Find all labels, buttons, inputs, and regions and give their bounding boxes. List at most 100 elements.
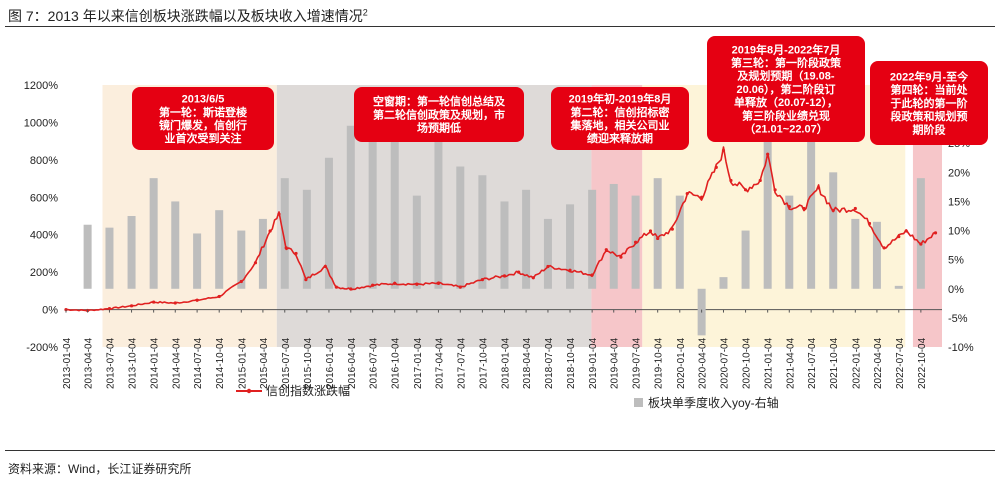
x-tick-label: 2018-10-04 xyxy=(566,337,577,389)
index-return-point xyxy=(853,206,857,211)
annotation-text-4: 第三轮：第一阶段政策 xyxy=(731,56,842,70)
left-tick-label: 800% xyxy=(30,155,58,167)
annotation-text-2: 场预期低 xyxy=(417,121,461,135)
right-tick-label: 0% xyxy=(948,284,964,296)
index-return-point xyxy=(882,246,886,250)
right-tick-label: 15% xyxy=(948,196,970,208)
revenue-yoy-bar xyxy=(258,218,267,289)
index-return-point xyxy=(371,283,375,287)
index-return-point xyxy=(284,246,288,250)
annotation-text-1: 业首次受到关注 xyxy=(165,131,242,145)
revenue-yoy-bar xyxy=(894,285,903,289)
x-tick-label: 2016-04-04 xyxy=(347,337,358,389)
revenue-yoy-bar xyxy=(653,178,662,289)
chart-area: 1200%1000%800%600%400%200%0%-200% 35%30%… xyxy=(24,36,988,410)
revenue-yoy-bar xyxy=(105,227,114,289)
revenue-yoy-bar xyxy=(302,189,311,289)
x-tick-label: 2016-10-04 xyxy=(391,337,402,389)
right-tick-label: 5% xyxy=(948,255,964,267)
index-return-point xyxy=(195,298,199,302)
index-return-point xyxy=(758,178,762,183)
x-tick-label: 2017-04-04 xyxy=(434,337,445,389)
x-tick-label: 2021-04-04 xyxy=(785,337,796,389)
revenue-yoy-bar xyxy=(609,183,618,289)
annotation-text-5: 2022年9月-至今 xyxy=(890,70,969,84)
legend-line-label: 信创指数涨跌幅 xyxy=(266,383,350,398)
revenue-yoy-bar xyxy=(456,166,465,289)
index-return-point xyxy=(933,231,938,235)
legend-bar-swatch xyxy=(634,398,643,407)
x-tick-label: 2018-07-04 xyxy=(544,337,555,389)
x-tick-label: 2022-01-04 xyxy=(851,337,862,389)
figure-title-superscript: 2 xyxy=(362,7,368,18)
index-return-point xyxy=(517,270,521,274)
annotation-text-4: 2019年8月-2022年7月 xyxy=(732,42,841,56)
index-return-point xyxy=(253,261,258,265)
index-return-point xyxy=(721,148,726,153)
index-return-point xyxy=(323,264,327,269)
index-return-point xyxy=(604,248,608,252)
legend-bar-label: 板块单季度收入yoy-右轴 xyxy=(648,395,779,410)
revenue-yoy-bar xyxy=(280,178,289,289)
index-return-point xyxy=(670,227,674,231)
revenue-yoy-bar xyxy=(390,134,399,289)
index-return-point xyxy=(743,188,748,192)
revenue-yoy-bar xyxy=(127,216,136,289)
annotation-box-5 xyxy=(870,61,988,145)
revenue-yoy-bar xyxy=(785,195,794,289)
figure-title: 图 7：2013 年以来信创板块涨跌幅以及板块收入增速情况2 xyxy=(8,6,368,26)
right-tick-label: -10% xyxy=(948,342,974,354)
revenue-yoy-bar xyxy=(412,195,421,289)
x-tick-label: 2019-07-04 xyxy=(632,337,643,389)
x-tick-label: 2015-10-04 xyxy=(303,337,314,389)
right-tick-label: 10% xyxy=(948,226,970,238)
revenue-yoy-bar xyxy=(324,157,333,289)
x-tick-label: 2022-07-04 xyxy=(895,337,906,389)
x-tick-label: 2021-01-04 xyxy=(764,337,775,389)
index-return-point xyxy=(685,191,689,196)
index-return-point xyxy=(700,195,704,199)
index-return-point xyxy=(129,304,134,308)
left-tick-label: 200% xyxy=(30,267,58,279)
index-return-point xyxy=(633,240,638,244)
annotation-text-5: 期阶段 xyxy=(913,122,946,136)
revenue-yoy-bar xyxy=(215,210,224,289)
x-tick-label: 2014-07-04 xyxy=(193,337,204,389)
x-tick-label: 2013-10-04 xyxy=(128,337,139,389)
x-tick-label: 2013-04-04 xyxy=(84,337,95,389)
index-return-point xyxy=(415,282,419,286)
revenue-yoy-bar xyxy=(149,178,158,289)
index-return-point xyxy=(268,229,272,233)
x-tick-label: 2014-04-04 xyxy=(171,337,182,389)
index-return-point xyxy=(802,206,806,211)
revenue-yoy-bar xyxy=(368,93,377,289)
index-return-point xyxy=(766,152,770,156)
revenue-yoy-bar xyxy=(916,178,925,289)
left-tick-label: 600% xyxy=(30,192,58,204)
revenue-yoy-bar xyxy=(741,230,750,289)
revenue-yoy-bar xyxy=(193,233,202,289)
x-tick-label: 2021-10-04 xyxy=(829,337,840,389)
index-return-point xyxy=(648,229,653,233)
title-rule xyxy=(5,26,995,27)
x-tick-label: 2013-07-04 xyxy=(105,337,116,389)
annotation-text-5: 于此轮的第一阶 xyxy=(891,96,969,110)
index-return-point xyxy=(546,264,550,269)
index-return-point xyxy=(294,251,298,256)
index-return-point xyxy=(590,273,594,277)
x-tick-label: 2016-01-04 xyxy=(325,337,336,389)
revenue-yoy-bar xyxy=(434,108,443,289)
x-tick-label: 2022-04-04 xyxy=(873,337,884,389)
annotation-text-4: 第三阶段业绩兑现 xyxy=(742,108,830,122)
index-return-point xyxy=(334,285,338,289)
revenue-yoy-bar xyxy=(872,221,881,289)
figure-title-text: 图 7：2013 年以来信创板块涨跌幅以及板块收入增速情况 xyxy=(8,8,363,24)
x-tick-label: 2015-01-04 xyxy=(237,337,248,389)
x-axis-ticks: 2013-01-04 2013-04-04 2013-07-04 2013-10-04… xyxy=(62,309,928,389)
x-tick-label: 2015-04-04 xyxy=(259,337,270,389)
index-return-point xyxy=(217,294,221,299)
annotation-text-3: 集落地，相关公司业 xyxy=(570,118,670,132)
x-tick-label: 2020-01-04 xyxy=(676,337,687,389)
revenue-yoy-bar xyxy=(522,189,531,289)
index-return-point xyxy=(773,188,777,192)
